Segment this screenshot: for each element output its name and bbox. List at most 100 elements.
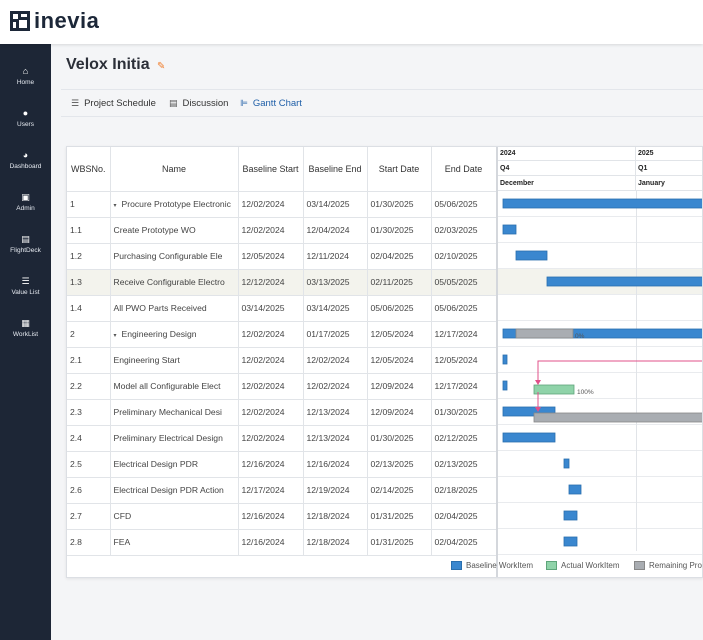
schedule-grid: WBSNo. Name Baseline Start Baseline End … — [67, 147, 497, 556]
task-name: Model all Configurable Elect — [113, 381, 221, 391]
column-header-baseline-end[interactable]: Baseline End — [303, 147, 368, 192]
gantt-year-row: 2024 2025 — [498, 147, 702, 161]
gantt-bar-baseline[interactable] — [502, 354, 508, 365]
discussion-icon: ▤ — [169, 98, 178, 108]
expand-caret-icon[interactable]: ▾ — [113, 333, 117, 339]
gantt-row — [498, 191, 702, 217]
task-name: Procure Prototype Electronic — [121, 199, 231, 209]
progress-percent-label: 100% — [577, 389, 594, 396]
sidebar-item-value-list[interactable]: ☰ Value List — [0, 276, 51, 296]
gantt-year-cell: 2024 — [498, 147, 636, 160]
task-name: Electrical Design PDR — [113, 459, 199, 469]
table-row[interactable]: 1 ▾ Procure Prototype Electronic 12/02/2024… — [67, 191, 497, 218]
main-content: Velox Initia ✎ ☰ Project Schedule ▤ Disc… — [51, 44, 703, 640]
table-row[interactable]: 2.7 CFD 12/16/2024 12/18/2024 01/31/2025 02/0… — [67, 503, 497, 530]
table-row[interactable]: 2.4 Preliminary Electrical Design 12/02/20… — [67, 425, 497, 452]
gantt-row — [498, 243, 702, 269]
gantt-bar-baseline[interactable] — [502, 380, 508, 391]
task-name: Engineering Design — [121, 329, 197, 339]
table-row[interactable]: 1.2 Purchasing Configurable Ele 12/05/2024… — [67, 243, 497, 270]
sidebar-item-label: Admin — [16, 205, 35, 212]
end-date-cell: 12/17/2024 — [431, 321, 497, 348]
task-name: Preliminary Electrical Design — [113, 433, 223, 443]
task-name: Electrical Design PDR Action — [113, 485, 224, 495]
sidebar-item-users[interactable]: ● Users — [0, 108, 51, 128]
list-icon: ☰ — [71, 98, 80, 108]
dependency-arrow-icon — [535, 407, 541, 412]
tab-project-schedule[interactable]: ☰ Project Schedule — [71, 98, 156, 109]
gantt-bar-baseline[interactable] — [563, 536, 578, 547]
gantt-month-divider — [636, 191, 637, 551]
table-row[interactable]: 2.3 Preliminary Mechanical Desi 12/02/2024… — [67, 399, 497, 426]
task-name-cell: CFD — [110, 503, 239, 530]
wbs-cell: 2.1 — [67, 347, 111, 374]
task-name: Preliminary Mechanical Desi — [113, 407, 222, 417]
sidebar-item-home[interactable]: ⌂ Home — [0, 66, 51, 86]
gantt-bar-remaining[interactable] — [515, 328, 574, 339]
gantt-bar-baseline[interactable] — [515, 250, 548, 261]
sidebar-item-worklist[interactable]: ▦ WorkList — [0, 318, 51, 338]
task-name-cell: ▾ Procure Prototype Electronic — [110, 191, 239, 218]
task-name: Purchasing Configurable Ele — [113, 251, 223, 261]
gantt-bar-baseline[interactable] — [502, 432, 556, 443]
gantt-bar-baseline[interactable] — [502, 224, 517, 235]
task-name: Engineering Start — [113, 355, 180, 365]
gantt-row — [498, 425, 702, 451]
flightdeck-icon: ▤ — [21, 234, 30, 244]
task-name-cell: Electrical Design PDR Action — [110, 477, 239, 504]
gantt-bar-baseline[interactable] — [546, 276, 703, 287]
column-header-end-date[interactable]: End Date — [431, 147, 497, 192]
table-row[interactable]: 1.4 All PWO Parts Received 03/14/2025 03/14… — [67, 295, 497, 322]
gantt-bar-baseline[interactable] — [563, 458, 570, 469]
gantt-bar-baseline[interactable] — [568, 484, 582, 495]
table-row[interactable]: 2.6 Electrical Design PDR Action 12/17/202… — [67, 477, 497, 504]
expand-caret-icon[interactable]: ▾ — [113, 203, 117, 209]
page-title: Velox Initia — [66, 56, 150, 73]
task-name-cell: FEA — [110, 529, 239, 556]
sidebar-item-label: Dashboard — [9, 163, 42, 170]
baseline-start-cell: 12/16/2024 — [238, 503, 304, 530]
gantt-bars-layer: 0% 100% — [502, 198, 703, 547]
sidebar-item-dashboard[interactable]: ◕ Dashboard — [0, 150, 51, 170]
edit-icon[interactable]: ✎ — [157, 61, 166, 72]
baseline-end-cell: 12/02/2024 — [303, 347, 368, 374]
gantt-bar-remaining[interactable] — [533, 412, 703, 423]
task-name-cell: All PWO Parts Received — [110, 295, 239, 322]
table-row[interactable]: 2.1 Engineering Start 12/02/2024 12/02/2024… — [67, 347, 497, 374]
legend-baseline: Baseline WorkItem — [451, 561, 533, 570]
gantt-row — [498, 529, 702, 555]
column-header-name[interactable]: Name — [110, 147, 239, 192]
gantt-bar-baseline[interactable] — [502, 198, 703, 209]
tab-label: Project Schedule — [84, 98, 156, 109]
sidebar-item-admin[interactable]: ▣ Admin — [0, 192, 51, 212]
end-date-cell: 02/04/2025 — [431, 503, 497, 530]
start-date-cell: 12/09/2024 — [367, 373, 432, 400]
wbs-cell: 2.7 — [67, 503, 111, 530]
table-row[interactable]: 1.1 Create Prototype WO 12/02/2024 12/04/20… — [67, 217, 497, 244]
tab-gantt-chart[interactable]: ⊫ Gantt Chart — [240, 98, 302, 109]
baseline-start-cell: 12/17/2024 — [238, 477, 304, 504]
baseline-end-cell: 12/16/2024 — [303, 451, 368, 478]
start-date-cell: 02/04/2025 — [367, 243, 432, 270]
tab-discussion[interactable]: ▤ Discussion — [169, 98, 228, 109]
legend-label: Actual WorkItem — [561, 561, 620, 570]
table-row[interactable]: 2.5 Electrical Design PDR 12/16/2024 12/16/… — [67, 451, 497, 478]
table-row[interactable]: 1.3 Receive Configurable Electro 12/12/202… — [67, 269, 497, 296]
gantt-bar-baseline[interactable] — [502, 406, 556, 417]
app-logo[interactable]: inevia — [10, 10, 99, 32]
gantt-month-cell: January — [638, 179, 665, 187]
table-row[interactable]: 2 ▾ Engineering Design 12/02/2024 01/17/2025… — [67, 321, 497, 348]
gantt-bar-baseline[interactable] — [563, 510, 578, 521]
end-date-cell: 05/05/2025 — [431, 269, 497, 296]
dashboard-icon: ◕ — [22, 150, 29, 160]
table-row[interactable]: 2.2 Model all Configurable Elect 12/02/202… — [67, 373, 497, 400]
task-name-cell: ▾ Engineering Design — [110, 321, 239, 348]
table-row[interactable]: 2.8 FEA 12/16/2024 12/18/2024 01/31/2025 02/0… — [67, 529, 497, 556]
gantt-bar-actual[interactable] — [533, 384, 575, 395]
gantt-bar-baseline[interactable] — [502, 328, 703, 339]
column-header-baseline-start[interactable]: Baseline Start — [238, 147, 304, 192]
sidebar-item-flightdeck[interactable]: ▤ FlightDeck — [0, 234, 51, 254]
column-header-start-date[interactable]: Start Date — [367, 147, 432, 192]
wbs-cell: 2.3 — [67, 399, 111, 426]
column-header-wbs[interactable]: WBSNo. — [67, 147, 111, 192]
